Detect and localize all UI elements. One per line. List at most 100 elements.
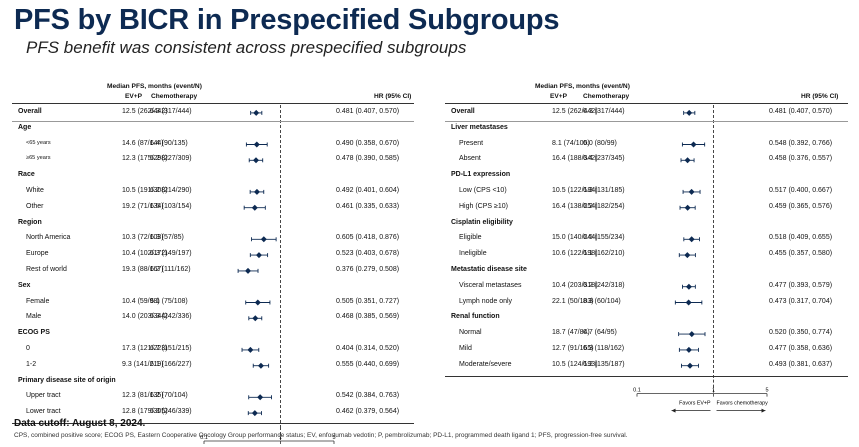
hr-point-estimate (686, 109, 693, 116)
row-label: Female (26, 297, 50, 305)
subgroup-heading: Cisplatin eligibility (451, 218, 513, 226)
hr-point-estimate (253, 141, 260, 148)
hr-point-estimate (685, 346, 692, 353)
hr-value: 0.523 (0.403, 0.678) (336, 250, 400, 258)
chemo-value: 6.1 (162/210) (583, 250, 625, 258)
row-label: Moderate/severe (459, 360, 512, 368)
hr-point-estimate (688, 331, 695, 338)
row-label: Upper tract (26, 392, 61, 400)
header-rule (12, 103, 414, 104)
hr-point-estimate (688, 236, 695, 243)
row-label: Overall (18, 107, 42, 115)
favors-evp-label: Favors EV+P (679, 401, 711, 407)
evp-value: 12.3 (175/298) (122, 155, 168, 163)
subgroup-heading: Race (18, 171, 35, 179)
hr-point-estimate (253, 109, 260, 116)
row-label: Male (26, 313, 42, 321)
hr-point-estimate (260, 236, 267, 243)
header-evp: EV+P (125, 93, 143, 100)
hr-value: 0.548 (0.392, 0.766) (769, 139, 833, 147)
abbreviations: CPS, combined positive score; ECOG PS, E… (14, 432, 628, 439)
x-tick-label: 5 (332, 435, 335, 441)
hr-point-estimate (684, 252, 691, 259)
header-median-pfs: Median PFS, months (event/N) (107, 83, 202, 90)
x-tick-label: 0.1 (633, 388, 641, 394)
chemo-value: 6.4 (90/135) (150, 139, 188, 147)
chemo-value: 6.2 (242/318) (583, 281, 625, 289)
chemo-value: 6.4 (237/345) (583, 155, 625, 163)
subgroup-heading: PD-L1 expression (451, 171, 511, 179)
chemo-value: 6.5 (155/234) (583, 234, 625, 242)
row-label: Europe (26, 250, 49, 258)
row-label: Present (459, 139, 484, 147)
forest-plot-svg: 0.1 1 5 Favors EV+P Favors chemotherapy (633, 105, 769, 413)
evp-value: 14.6 (87/144) (122, 139, 164, 147)
header-rule (445, 103, 848, 104)
arrow-head (671, 408, 676, 413)
chemo-value: 6.2 (214/290) (150, 186, 192, 194)
row-label: Ineligible (459, 250, 487, 258)
row-label: 1-2 (26, 360, 37, 368)
row-label: Eligible (459, 234, 482, 242)
hr-value: 0.517 (0.400, 0.667) (769, 186, 833, 194)
chemo-value: 6.3 (242/336) (150, 313, 192, 321)
hr-point-estimate (255, 252, 262, 259)
evp-value: 19.2 (71/134) (122, 202, 164, 210)
subgroup-heading: Region (18, 218, 42, 226)
hr-point-estimate (685, 299, 692, 306)
chemo-value: 6.2 (182/254) (583, 202, 625, 210)
row-label: Absent (459, 155, 481, 163)
row-label: North America (26, 234, 71, 242)
subgroup-heading: Sex (18, 281, 31, 289)
hr-value: 0.481 (0.407, 0.570) (769, 107, 833, 115)
hr-point-estimate (252, 315, 259, 322)
hr-value: 0.461 (0.335, 0.633) (336, 202, 400, 210)
chemo-value: 6.2 (111/162) (150, 265, 191, 273)
chemo-value: 6.1 (166/227) (150, 360, 192, 368)
hr-point-estimate (690, 141, 697, 148)
evp-value: 12.3 (81/135) (122, 392, 164, 400)
evp-value: 19.3 (88/167) (122, 265, 164, 273)
row-label: Mild (459, 344, 472, 352)
chemo-value: 6.3 (317/444) (150, 107, 192, 115)
bottom-rule (445, 375, 848, 377)
evp-value: 12.7 (91/165) (552, 344, 594, 352)
evp-value: 17.3 (121/223) (122, 344, 168, 352)
row-label: Low (CPS <10) (459, 186, 507, 194)
hr-value: 0.542 (0.384, 0.763) (336, 392, 400, 400)
chemo-value: 6.5 (103/154) (150, 202, 192, 210)
x-tick-label: 5 (765, 388, 768, 394)
arrow-head (761, 408, 766, 413)
evp-value: 22.1 (50/103) (552, 297, 594, 305)
evp-value: 18.7 (47/84) (552, 329, 590, 337)
hr-value: 0.518 (0.409, 0.655) (769, 234, 833, 242)
hr-value: 0.376 (0.279, 0.508) (336, 265, 400, 273)
hr-value: 0.478 (0.390, 0.585) (336, 155, 400, 163)
hr-point-estimate (251, 410, 258, 417)
evp-value: 12.5 (262/442) (122, 107, 168, 115)
hr-value: 0.458 (0.376, 0.557) (769, 155, 833, 163)
hr-point-estimate (254, 299, 261, 306)
evp-value: 12.8 (179/305) (122, 408, 168, 416)
hr-value: 0.481 (0.407, 0.570) (336, 107, 400, 115)
hr-value: 0.404 (0.314, 0.520) (336, 344, 400, 352)
hr-value: 0.477 (0.393, 0.579) (769, 281, 833, 289)
hr-value: 0.520 (0.350, 0.774) (769, 329, 833, 337)
hr-point-estimate (257, 362, 264, 369)
evp-value: 10.4 (59/98) (122, 297, 160, 305)
subgroup-heading: Age (18, 123, 32, 131)
hr-value: 0.605 (0.418, 0.876) (336, 234, 400, 242)
overall-rule (445, 120, 848, 122)
evp-value: 10.4 (102/172) (122, 250, 168, 258)
subgroup-heading: Liver metastases (451, 123, 508, 131)
evp-value: 10.3 (72/103) (122, 234, 164, 242)
chemo-value: 6.2 (227/309) (150, 155, 192, 163)
evp-value: 9.3 (141/219) (122, 360, 164, 368)
evp-value: 10.5 (191/308) (122, 186, 168, 194)
subgroup-heading: Renal function (451, 313, 500, 321)
hr-point-estimate (252, 157, 259, 164)
x-tick-label: 1 (712, 388, 715, 394)
hr-point-estimate (684, 204, 691, 211)
hr-point-estimate (245, 267, 252, 274)
chemo-value: 6.0 (80/99) (583, 139, 617, 147)
